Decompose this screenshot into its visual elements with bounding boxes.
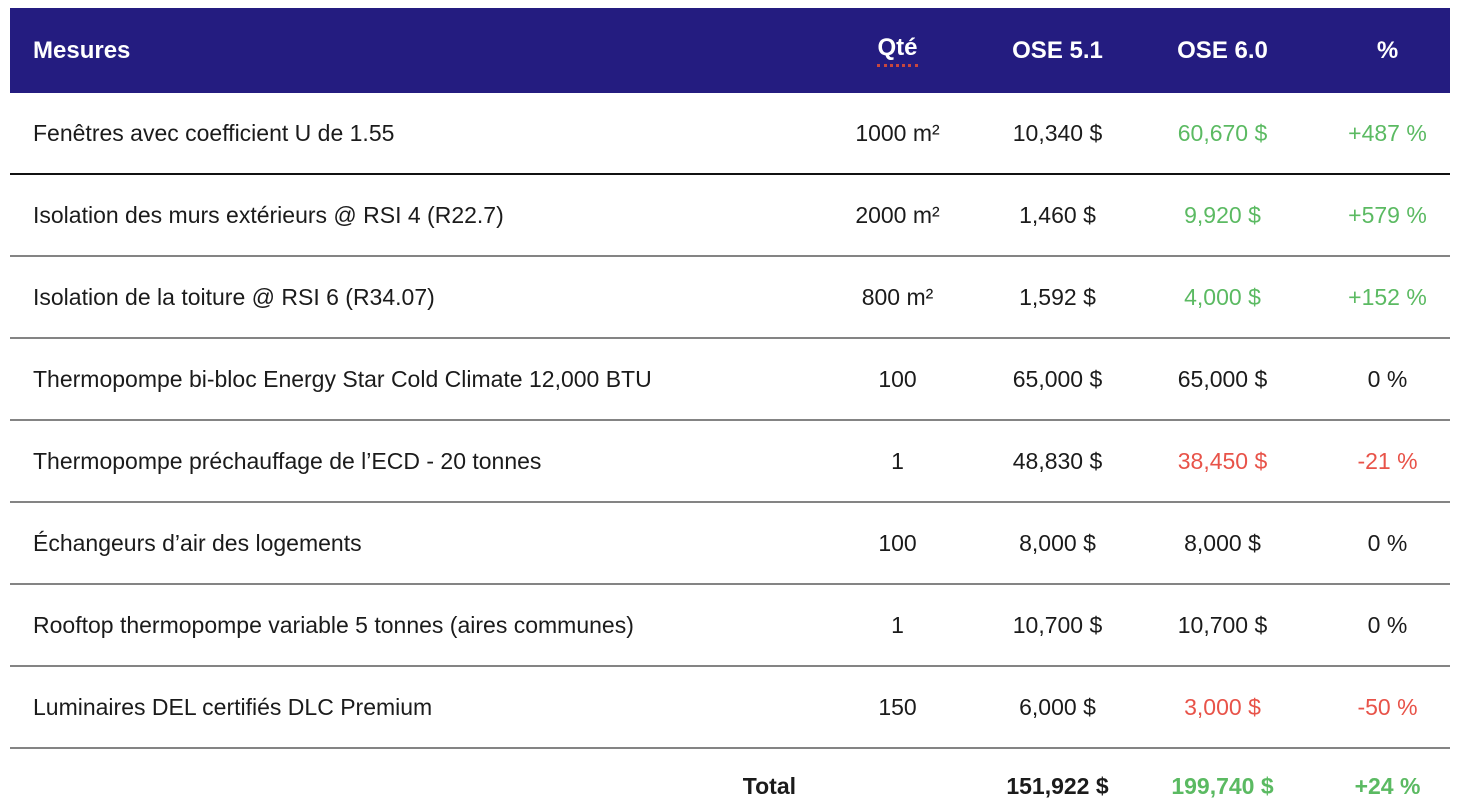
ose51-cell: 65,000 $: [995, 338, 1120, 421]
measure-cell: Thermopompe préchauffage de l’ECD - 20 t…: [10, 420, 800, 503]
column-header-ose60: OSE 6.0: [1120, 8, 1325, 93]
pct-cell: -21 %: [1325, 420, 1450, 503]
ose60-cell: 65,000 $: [1120, 338, 1325, 421]
ose60-cell: 38,450 $: [1120, 420, 1325, 503]
ose51-cell: 48,830 $: [995, 420, 1120, 503]
measure-cell: Isolation des murs extérieurs @ RSI 4 (R…: [10, 174, 800, 257]
qty-cell: 1: [800, 420, 995, 503]
qty-cell: 800 m²: [800, 256, 995, 339]
column-header-qte: Qté: [800, 8, 995, 93]
pct-cell: 0 %: [1325, 338, 1450, 421]
table-row: Isolation de la toiture @ RSI 6 (R34.07)…: [10, 256, 1450, 339]
column-header-pct: %: [1325, 8, 1450, 93]
column-header-qte-label: Qté: [877, 34, 918, 67]
qty-cell: 100: [800, 338, 995, 421]
pct-cell: +579 %: [1325, 174, 1450, 257]
qty-cell: 100: [800, 502, 995, 585]
measure-cell: Échangeurs d’air des logements: [10, 502, 800, 585]
ose51-cell: 10,340 $: [995, 93, 1120, 175]
ose60-cell: 3,000 $: [1120, 666, 1325, 749]
ose60-cell: 9,920 $: [1120, 174, 1325, 257]
table-header-row: Mesures Qté OSE 5.1 OSE 6.0 %: [10, 8, 1450, 93]
table-row: Luminaires DEL certifiés DLC Premium 150…: [10, 666, 1450, 749]
table-row: Thermopompe préchauffage de l’ECD - 20 t…: [10, 420, 1450, 503]
pct-cell: 0 %: [1325, 502, 1450, 585]
column-header-mesures: Mesures: [10, 8, 800, 93]
column-header-ose60-label: OSE 6.0: [1177, 36, 1268, 64]
ose60-cell: 8,000 $: [1120, 502, 1325, 585]
ose60-cell: 4,000 $: [1120, 256, 1325, 339]
pct-cell: +487 %: [1325, 93, 1450, 175]
column-header-ose51: OSE 5.1: [995, 8, 1120, 93]
measure-cell: Fenêtres avec coefficient U de 1.55: [10, 93, 800, 175]
qty-cell: 1: [800, 584, 995, 667]
total-qty-cell: [800, 748, 995, 812]
measure-cell: Rooftop thermopompe variable 5 tonnes (a…: [10, 584, 800, 667]
ose51-cell: 1,592 $: [995, 256, 1120, 339]
table-row: Thermopompe bi-bloc Energy Star Cold Cli…: [10, 338, 1450, 421]
total-label: Total: [742, 773, 796, 799]
qty-cell: 2000 m²: [800, 174, 995, 257]
total-ose60-cell: 199,740 $: [1171, 773, 1274, 799]
column-header-pct-label: %: [1376, 36, 1399, 64]
measure-cell: Luminaires DEL certifiés DLC Premium: [10, 666, 800, 749]
table-row: Rooftop thermopompe variable 5 tonnes (a…: [10, 584, 1450, 667]
pct-cell: -50 %: [1325, 666, 1450, 749]
qty-cell: 1000 m²: [800, 93, 995, 175]
table-row: Isolation des murs extérieurs @ RSI 4 (R…: [10, 174, 1450, 257]
measure-cell: Thermopompe bi-bloc Energy Star Cold Cli…: [10, 338, 800, 421]
qty-cell: 150: [800, 666, 995, 749]
measure-cell: Isolation de la toiture @ RSI 6 (R34.07): [10, 256, 800, 339]
total-row: Total 151,922 $ 199,740 $ +24 %: [10, 748, 1450, 812]
total-pct-cell: +24 %: [1354, 773, 1421, 799]
measures-table: Mesures Qté OSE 5.1 OSE 6.0 % Fenêtres a…: [10, 8, 1450, 812]
table-row: Échangeurs d’air des logements 100 8,000…: [10, 502, 1450, 585]
ose51-cell: 1,460 $: [995, 174, 1120, 257]
column-header-ose51-label: OSE 5.1: [1012, 36, 1103, 64]
pct-cell: 0 %: [1325, 584, 1450, 667]
ose51-cell: 10,700 $: [995, 584, 1120, 667]
ose60-cell: 10,700 $: [1120, 584, 1325, 667]
column-header-mesures-label: Mesures: [33, 36, 131, 64]
total-ose51-cell: 151,922 $: [1006, 773, 1109, 799]
table-row: Fenêtres avec coefficient U de 1.55 1000…: [10, 93, 1450, 175]
ose51-cell: 8,000 $: [995, 502, 1120, 585]
ose51-cell: 6,000 $: [995, 666, 1120, 749]
pct-cell: +152 %: [1325, 256, 1450, 339]
ose60-cell: 60,670 $: [1120, 93, 1325, 175]
